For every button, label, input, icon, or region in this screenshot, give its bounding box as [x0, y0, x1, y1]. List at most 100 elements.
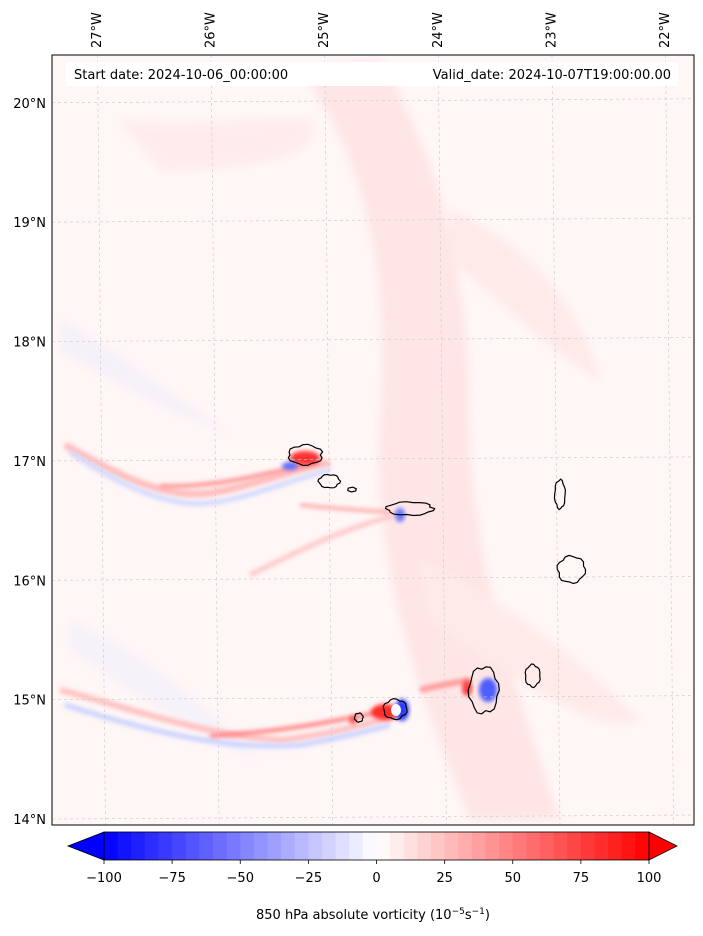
parallel-gridline [52, 695, 694, 700]
colorbar-tick-label: −100 [86, 871, 122, 886]
colorbar-tick-label: 100 [637, 871, 662, 886]
lat-tick-label: 17°N [13, 455, 46, 470]
colorbar-level [281, 832, 296, 860]
latitude-tick-labels: 20°N 19°N 18°N 17°N 16°N 15°N 14°N [13, 97, 46, 828]
gridlines [52, 55, 694, 825]
colorbar-level [213, 832, 228, 860]
colorbar-level [104, 832, 119, 860]
colorbar-level [253, 832, 268, 860]
header-box [66, 62, 678, 86]
colorbar-level [294, 832, 309, 860]
colorbar-level [594, 832, 609, 860]
colorbar-level [349, 832, 364, 860]
island-maio [524, 663, 541, 689]
colorbar-level [199, 832, 214, 860]
colorbar-tick-label: 75 [573, 871, 590, 886]
coastlines [287, 443, 587, 723]
colorbar-level [471, 832, 486, 860]
colorbar-level [226, 832, 241, 860]
colorbar-tick-label: −50 [227, 871, 254, 886]
island-s-o-nicolau [384, 501, 436, 517]
lat-tick-label: 16°N [13, 574, 46, 589]
colorbar-level [158, 832, 173, 860]
longitude-tick-labels: 27°W 26°W 25°W 24°W 23°W 22°W [90, 12, 673, 48]
colorbar-level [444, 832, 459, 860]
colorbar-tick-label: −25 [295, 871, 322, 886]
colorbar-level [390, 832, 405, 860]
lon-tick-label: 23°W [544, 12, 559, 48]
colorbar-level [540, 832, 555, 860]
colorbar-level [117, 832, 132, 860]
parallel-gridline [52, 217, 694, 223]
island-brava [353, 712, 364, 723]
island-boa-vista [556, 554, 587, 585]
colorbar-level [322, 832, 337, 860]
colorbar-level [131, 832, 146, 860]
colorbar-label: 850 hPa absolute vorticity (10−5s−1) [256, 907, 490, 923]
parallel-gridline [52, 337, 694, 342]
lat-tick-label: 15°N [13, 694, 46, 709]
colorbar-level [362, 832, 377, 860]
meridian-gridline [324, 55, 334, 825]
lat-tick-label: 18°N [13, 336, 46, 351]
colorbar-level [458, 832, 473, 860]
lon-tick-label: 22°W [658, 12, 673, 48]
colorbar-tick-label: 25 [436, 871, 453, 886]
colorbar-level [580, 832, 595, 860]
meridian-gridline [97, 55, 106, 825]
parallel-gridline [52, 575, 694, 581]
colorbar-level [335, 832, 350, 860]
meridian-gridline [210, 55, 220, 825]
colorbar-min-extension [66, 831, 105, 861]
colorbar-tick-label: 50 [504, 871, 521, 886]
colorbar-level [553, 832, 568, 860]
lon-tick-label: 25°W [317, 12, 332, 48]
parallel-gridline [52, 814, 694, 820]
colorbar-tick-label: −75 [158, 871, 185, 886]
meridian-gridline [665, 55, 674, 825]
parallel-gridline [52, 98, 694, 104]
vorticity-field [52, 55, 694, 825]
colorbar-level [635, 832, 650, 860]
colorbar-level [567, 832, 582, 860]
lon-tick-label: 27°W [90, 12, 105, 48]
colorbar-ticks: −100 −75 −50 −25 0 25 50 75 100 [86, 860, 661, 886]
lat-tick-label: 19°N [13, 216, 46, 231]
colorbar-level [417, 832, 432, 860]
colorbar-level [185, 832, 200, 860]
meridian-gridline [551, 55, 561, 825]
lat-tick-label: 20°N [13, 97, 46, 112]
island-santa-luzia [347, 486, 358, 493]
start-date-label: Start date: 2024-10-06_00:00:00 [74, 68, 288, 83]
colorbar-level [172, 832, 187, 860]
island-sal [553, 478, 567, 511]
colorbar-level [608, 832, 623, 860]
lon-tick-label: 26°W [204, 12, 219, 48]
colorbar-swatches [103, 831, 650, 861]
meridian-gridline [438, 55, 447, 825]
map-panel: Start date: 2024-10-06_00:00:00 Valid_da… [13, 12, 695, 828]
colorbar-level [526, 832, 541, 860]
colorbar-level [267, 832, 282, 860]
lon-tick-label: 24°W [431, 12, 446, 48]
colorbar-level [485, 832, 500, 860]
colorbar: −100 −75 −50 −25 0 25 50 75 100 850 hPa absolute… [66, 831, 678, 923]
island-s-o-vicente [317, 473, 342, 489]
island-santo-ant-o [287, 443, 324, 467]
map-frame [51, 54, 695, 826]
colorbar-level [240, 832, 255, 860]
colorbar-level [499, 832, 514, 860]
colorbar-max-extension [648, 831, 678, 861]
parallel-gridline [52, 456, 694, 462]
colorbar-level [431, 832, 446, 860]
valid-date-label: Valid_date: 2024-10-07T19:00:00.00 [433, 68, 671, 83]
colorbar-level [144, 832, 159, 860]
island-santiago [467, 666, 500, 715]
colorbar-level [403, 832, 418, 860]
colorbar-level [512, 832, 527, 860]
island-fogo [382, 697, 408, 721]
colorbar-level [376, 832, 391, 860]
lat-tick-label: 14°N [13, 813, 46, 828]
colorbar-level [308, 832, 323, 860]
